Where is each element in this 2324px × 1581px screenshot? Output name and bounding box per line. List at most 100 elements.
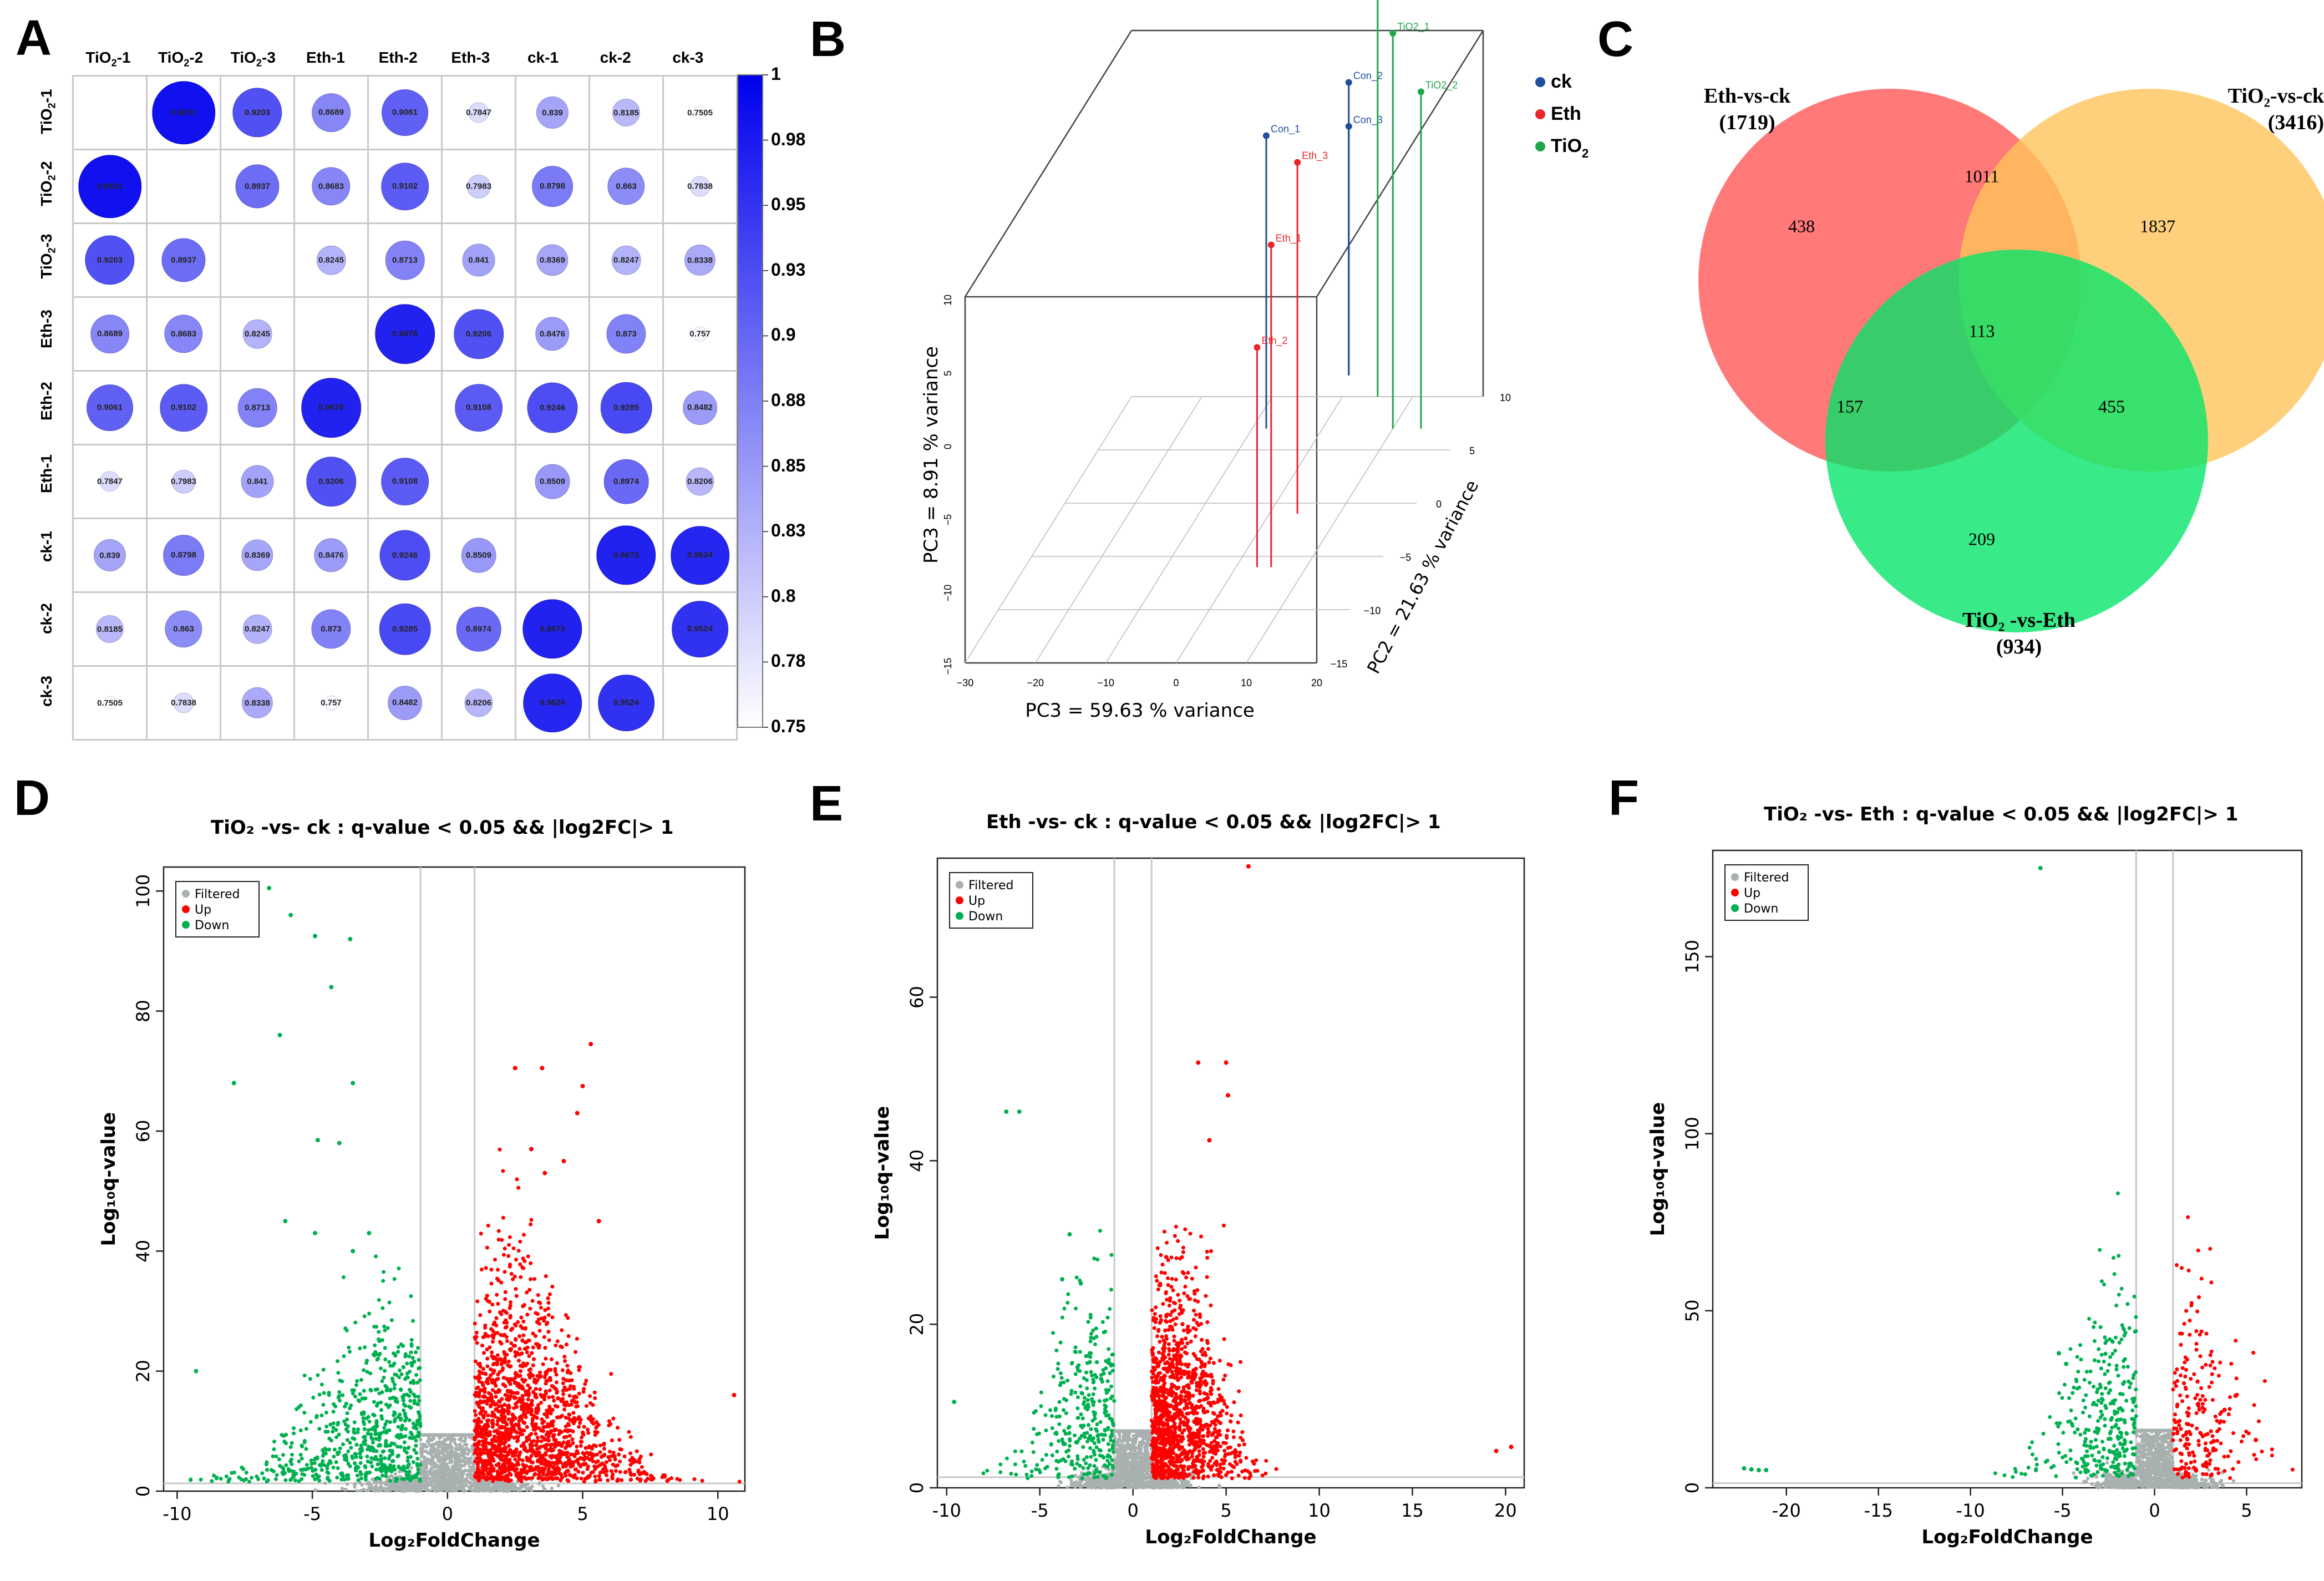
up-point (501, 1169, 505, 1173)
down-point (264, 1462, 268, 1466)
up-point (537, 1476, 541, 1480)
up-point (536, 1458, 540, 1463)
down-point (334, 1460, 338, 1465)
correlation-row: 0.9061 0.9102 0.8713 0.9678 0.9108 0.9246 0.92… (72, 370, 738, 445)
up-point (481, 1367, 485, 1371)
filtered-point (398, 1469, 402, 1474)
up-point (554, 1372, 559, 1377)
up-point (490, 1388, 495, 1392)
up-point (506, 1359, 511, 1364)
filtered-point (454, 1443, 459, 1447)
floor-grid-line (1246, 396, 1413, 663)
up-point (484, 1468, 488, 1472)
correlation-circle: 0.7838 (171, 692, 196, 713)
up-point (486, 1299, 490, 1303)
up-point (496, 1461, 501, 1466)
up-point (530, 1417, 535, 1421)
y-tick-label: 100 (133, 874, 154, 908)
correlation-cell: 0.841 (220, 444, 295, 519)
up-point (517, 1334, 522, 1339)
up-point (494, 1323, 499, 1327)
pca-legend-label: TiO2 (1551, 135, 1589, 160)
down-point (351, 1081, 356, 1086)
up-point (566, 1369, 570, 1373)
up-point (539, 1401, 544, 1405)
down-point (392, 1386, 397, 1391)
down-point (348, 936, 353, 941)
correlation-value: 0.8245 (245, 329, 270, 339)
x-tick-label: -5 (303, 1503, 321, 1524)
up-point (499, 1457, 503, 1461)
up-point (537, 1473, 541, 1477)
down-point (390, 1459, 394, 1463)
correlation-row: 0.8185 0.863 0.8247 0.873 0.9285 0.8974 0.9673… (72, 591, 738, 667)
y-tick-label: 60 (133, 1120, 154, 1143)
up-point (482, 1451, 486, 1455)
down-point (327, 1462, 331, 1466)
filtered-point (460, 1464, 464, 1468)
y-tick-label: 20 (906, 1313, 927, 1336)
down-point (331, 1430, 335, 1434)
down-point (388, 1448, 392, 1453)
filtered-point (466, 1461, 470, 1466)
down-point (373, 1428, 377, 1433)
up-point (499, 1439, 504, 1443)
correlation-cell: 0.8713 (367, 222, 443, 298)
box-edge (964, 30, 1133, 297)
correlation-cell: 0.9203 (72, 222, 148, 298)
filtered-point (382, 1487, 387, 1491)
up-point (483, 1323, 488, 1327)
down-point (247, 1479, 251, 1484)
up-point (489, 1473, 494, 1478)
correlation-circle: 0.8509 (535, 464, 570, 499)
up-point (486, 1334, 490, 1339)
pca-point-label: Eth_1 (1276, 232, 1302, 244)
up-point (669, 1476, 674, 1481)
filtered-point (455, 1467, 459, 1471)
down-point (388, 1478, 393, 1483)
up-point (547, 1405, 552, 1410)
up-point (494, 1395, 498, 1399)
filtered-point (504, 1482, 509, 1487)
up-point (473, 1359, 478, 1364)
correlation-row: 0.9831 0.9203 0.8689 0.9061 0.7847 0.839 0.818… (72, 75, 738, 150)
filtered-point (537, 1482, 541, 1486)
down-point (409, 1294, 413, 1298)
x-tick-label: 0 (442, 1503, 453, 1524)
legend-marker (182, 905, 190, 913)
up-point (483, 1410, 488, 1415)
up-point (491, 1451, 495, 1456)
up-point (524, 1347, 528, 1351)
up-point (529, 1277, 533, 1281)
down-point (313, 1457, 317, 1462)
colorbar-tick-label: 1 (771, 64, 781, 84)
down-point (281, 1466, 286, 1471)
filtered-point (464, 1489, 468, 1493)
legend-label: Filtered (195, 888, 240, 901)
filtered-point (448, 1433, 452, 1437)
up-point (549, 1446, 553, 1451)
correlation-matrix: 0.9831 0.9203 0.8689 0.9061 0.7847 0.839 0.818… (72, 75, 738, 741)
up-point (514, 1472, 519, 1477)
filtered-point (1113, 1471, 1118, 1476)
down-point (379, 1408, 383, 1412)
down-point (416, 1467, 420, 1472)
up-point (521, 1233, 526, 1237)
filtered-point (440, 1476, 444, 1480)
up-point (583, 1446, 588, 1450)
box-edge (1316, 30, 1484, 297)
z-axis-label: PC2 = 21.63 % variance (1363, 477, 1483, 677)
up-point (478, 1472, 482, 1477)
up-point (481, 1472, 486, 1476)
down-point (402, 1446, 407, 1451)
down-point (382, 1324, 387, 1329)
down-point (384, 1474, 388, 1478)
correlation-circle: 0.9673 (522, 599, 582, 659)
pca-point (1294, 159, 1301, 166)
filtered-point (444, 1487, 448, 1491)
up-point (598, 1450, 602, 1455)
correlation-cell: 0.7983 (441, 149, 516, 224)
up-point (475, 1299, 480, 1304)
up-point (575, 1476, 579, 1481)
up-point (573, 1400, 577, 1405)
